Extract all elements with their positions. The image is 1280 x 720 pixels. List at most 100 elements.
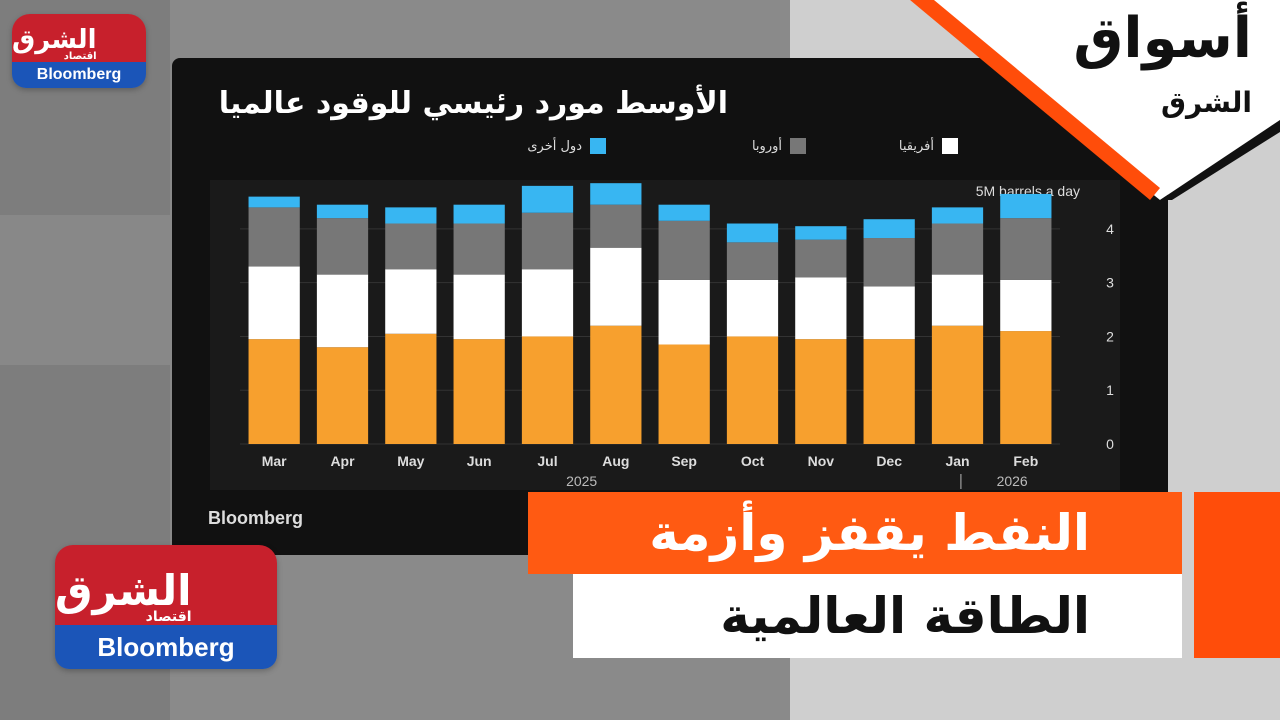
x-tick-label: Dec (876, 453, 902, 469)
year-label: 2026 (997, 473, 1028, 489)
bar-segment (726, 223, 779, 243)
x-tick-label: May (397, 453, 424, 469)
aswaq-subtitle: الشرق (1160, 86, 1252, 119)
legend-swatch-other (590, 138, 606, 154)
logo-name: الشرق (55, 566, 192, 615)
bar-segment (248, 196, 300, 208)
bar-segment (795, 339, 847, 444)
bar-segment (726, 242, 779, 280)
legend-swatch-europe (790, 138, 806, 154)
x-tick-label: Oct (741, 453, 765, 469)
bar-segment (590, 183, 642, 205)
corner-black-stripe (1160, 120, 1280, 200)
legend-label-africa: أفريقيا (898, 138, 934, 154)
bar-segment (931, 207, 984, 224)
y-tick-label: 0 (1106, 436, 1114, 452)
bar-segment (521, 212, 574, 270)
logo-red-band: الشرق اقتصاد (12, 14, 146, 62)
bar-segment (658, 204, 710, 221)
bar-segment (863, 339, 915, 444)
bar-segment (590, 204, 642, 248)
x-tick-label: Apr (330, 453, 355, 469)
bar-segment (658, 279, 710, 345)
bar-segment (1000, 193, 1052, 219)
bar-segment (316, 218, 369, 275)
aswaq-title: أسواق (1073, 6, 1252, 71)
bar-segment (863, 238, 915, 287)
asharq-bloomberg-logo-large: الشرق اقتصاد Bloomberg (55, 545, 277, 669)
headline-banner-bottom: الطاقة العالمية (573, 574, 1182, 658)
background-stripe (0, 215, 170, 365)
bar-segment (931, 274, 984, 326)
y-tick-label: 3 (1106, 275, 1114, 291)
bar-segment (316, 274, 369, 348)
legend-item-other: دول أخرى (527, 138, 606, 154)
bar-segment (863, 219, 915, 239)
headline-banner-top: النفط يقفز وأزمة (528, 492, 1182, 574)
logo-partner: Bloomberg (36, 66, 122, 83)
bar-segment (316, 347, 369, 444)
bar-segment (521, 269, 574, 337)
bar-segment (248, 339, 300, 444)
logo-red-band: الشرق اقتصاد (55, 545, 277, 625)
chart-panel: الأوسط مورد رئيسي للوقود عالميا دول أخرى… (172, 58, 1168, 555)
logo-sub: اقتصاد (145, 609, 192, 625)
chart-source-credit: Bloomberg (208, 508, 304, 528)
bar-segment (795, 226, 847, 240)
bar-segment (248, 207, 300, 267)
logo-blue-band: Bloomberg (12, 62, 146, 88)
bar-segment (931, 325, 984, 444)
x-tick-label: Mar (262, 453, 287, 469)
bar-segment (726, 336, 779, 444)
bar-segment (658, 220, 710, 280)
bar-segment (385, 207, 437, 224)
chart-title: الأوسط مورد رئيسي للوقود عالميا (218, 86, 728, 121)
bar-segment (863, 286, 915, 340)
bar-segment (385, 333, 437, 444)
y-tick-label: 4 (1106, 221, 1114, 237)
bar-segment (1000, 279, 1052, 332)
logo-sub: اقتصاد (63, 51, 97, 62)
headline-line-1: النفط يقفز وأزمة (649, 504, 1090, 562)
y-tick-label: 2 (1106, 328, 1114, 344)
bar-segment (590, 325, 642, 444)
legend-label-europe: أوروبا (751, 138, 782, 154)
bar-segment (1000, 331, 1052, 444)
headline-line-2: الطاقة العالمية (720, 587, 1090, 645)
legend-label-other: دول أخرى (527, 138, 582, 154)
bar-segment (521, 336, 574, 444)
bar-segment (590, 247, 642, 326)
bar-segment (795, 239, 847, 278)
logo-partner: Bloomberg (97, 631, 235, 662)
asharq-bloomberg-logo-small: الشرق اقتصاد Bloomberg (12, 14, 146, 88)
bar-segment (316, 204, 369, 219)
bar-segment (453, 339, 505, 444)
x-tick-label: Aug (602, 453, 629, 469)
logo-name: الشرق (12, 25, 97, 55)
x-tick-label: Sep (671, 453, 697, 469)
bar-segment (248, 266, 300, 340)
bar-segment (726, 279, 779, 337)
corner-white-shape (910, 0, 1280, 200)
bar-segment (385, 269, 437, 334)
legend-item-africa: أفريقيا (899, 138, 958, 154)
y-tick-label: 1 (1106, 382, 1114, 398)
bar-segment (1000, 218, 1052, 280)
corner-banner (910, 0, 1280, 200)
x-tick-label: Nov (808, 453, 835, 469)
bar-segment (658, 344, 710, 444)
bar-segment (453, 274, 505, 340)
legend-item-europe: أوروبا (752, 138, 806, 154)
bar-segment (795, 277, 847, 340)
x-tick-label: Jul (537, 453, 557, 469)
bar-segment (453, 223, 505, 275)
headline-accent-block (1194, 492, 1280, 658)
corner-orange-stripe (910, 0, 1160, 200)
x-tick-label: Jun (467, 453, 492, 469)
bar-segment (521, 185, 574, 213)
bar-segment (931, 223, 984, 275)
x-tick-label: Jan (945, 453, 969, 469)
bar-segment (385, 223, 437, 270)
x-tick-label: Feb (1013, 453, 1038, 469)
